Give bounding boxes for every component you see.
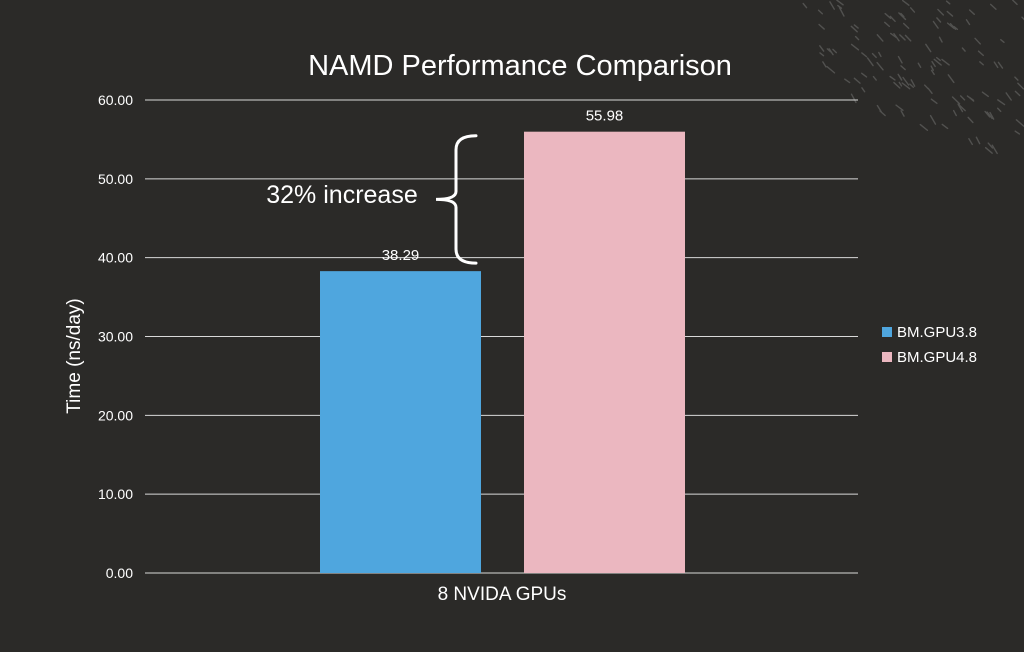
y-tick-label: 30.00: [98, 329, 133, 345]
y-tick-label: 10.00: [98, 486, 133, 502]
y-tick-label: 20.00: [98, 407, 133, 423]
data-label: 55.98: [586, 108, 624, 125]
chart-title: NAMD Performance Comparison: [308, 50, 732, 82]
background-pattern: [802, 0, 1024, 155]
category-label: 8 NVIDA GPUs: [438, 584, 567, 605]
gridlines: [145, 99, 858, 574]
y-tick-label: 60.00: [98, 92, 133, 108]
legend-label: BM.GPU4.8: [897, 349, 977, 366]
y-tick-label: 40.00: [98, 250, 133, 266]
legend-label: BM.GPU3.8: [897, 324, 977, 341]
y-tick-labels: 0.00 10.00 20.00 30.00 40.00 50.00 60.00: [98, 92, 133, 581]
annotation-text: 32% increase: [266, 181, 417, 209]
y-axis-label: Time (ns/day): [64, 298, 85, 413]
bar-bm-gpu3-8: [320, 271, 481, 573]
data-label: 38.29: [382, 247, 420, 264]
bar-bm-gpu4-8: [524, 131, 685, 574]
y-tick-label: 50.00: [98, 171, 133, 187]
legend: BM.GPU3.8 BM.GPU4.8: [882, 324, 977, 366]
data-labels: 38.29 55.98: [382, 108, 624, 264]
legend-swatch: [882, 327, 892, 337]
annotation-brace: [435, 134, 478, 265]
bars: [320, 131, 685, 574]
legend-swatch: [882, 352, 892, 362]
y-tick-label: 0.00: [106, 565, 133, 581]
